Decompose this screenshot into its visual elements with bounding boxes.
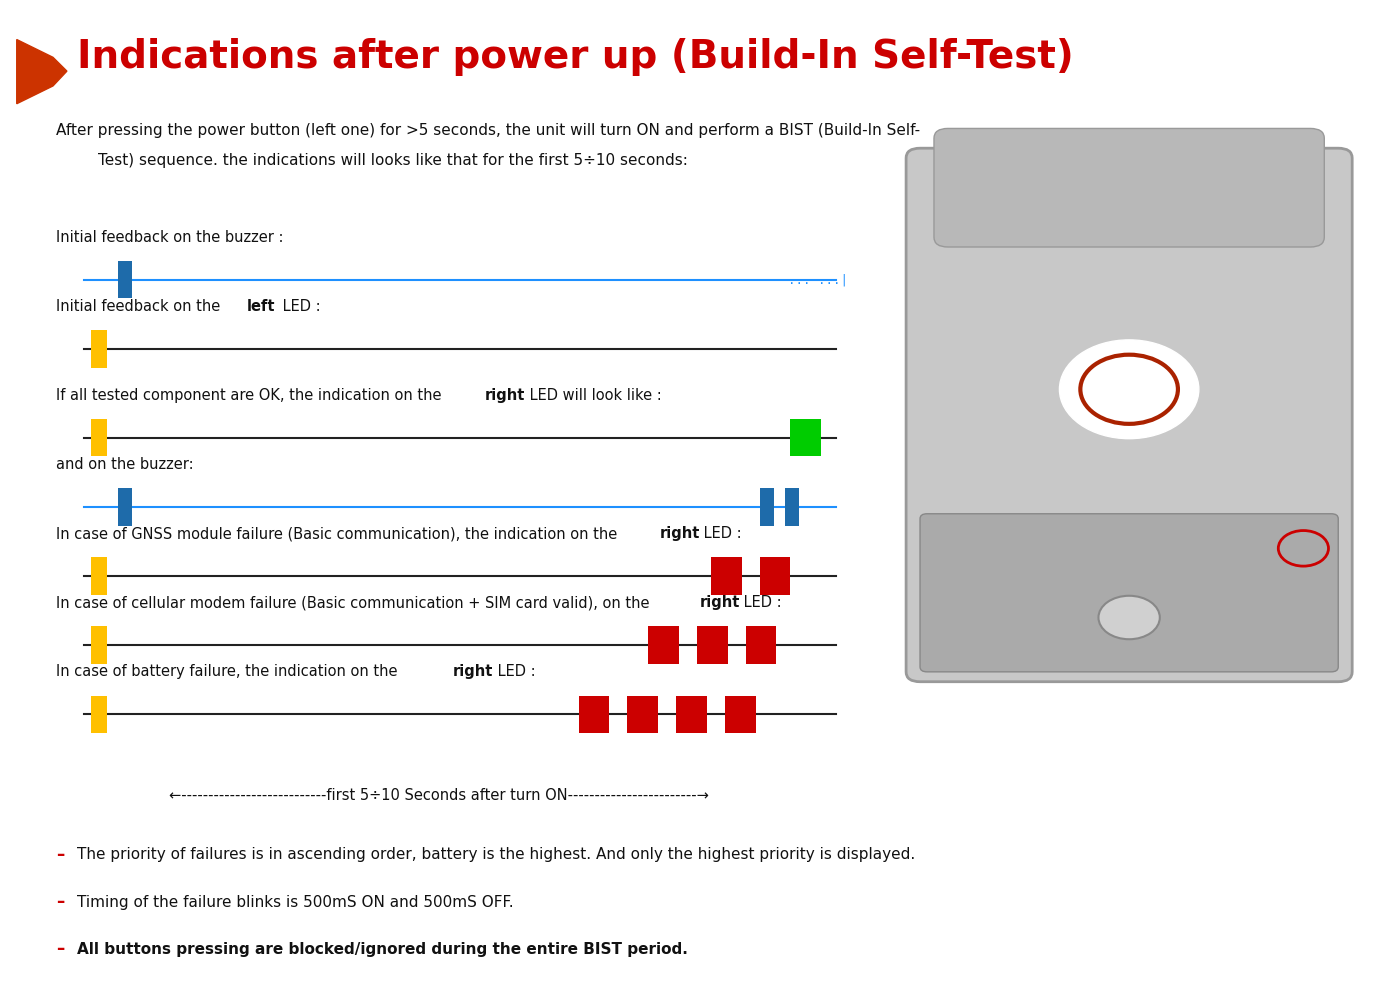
FancyBboxPatch shape	[118, 261, 132, 298]
FancyBboxPatch shape	[934, 128, 1324, 247]
Text: LED :: LED :	[279, 298, 321, 314]
Text: In case of cellular modem failure (Basic communication + SIM card valid), on the: In case of cellular modem failure (Basic…	[56, 595, 654, 611]
FancyBboxPatch shape	[760, 488, 774, 526]
Text: ...-...|: ...-...|	[788, 273, 848, 287]
Text: LED :: LED :	[700, 526, 742, 541]
Text: left: left	[247, 298, 275, 314]
FancyBboxPatch shape	[711, 557, 742, 595]
Text: △: △	[958, 637, 966, 647]
Text: –: –	[56, 846, 64, 864]
Text: GPS: GPS	[1296, 526, 1310, 532]
FancyBboxPatch shape	[920, 514, 1338, 672]
Text: After pressing the power button (left one) for >5 seconds, the unit will turn ON: After pressing the power button (left on…	[56, 124, 920, 138]
Text: right: right	[485, 387, 526, 403]
FancyBboxPatch shape	[91, 330, 107, 368]
Text: –: –	[56, 893, 64, 911]
FancyBboxPatch shape	[118, 488, 132, 526]
Text: The priority of failures is in ascending order, battery is the highest. And only: The priority of failures is in ascending…	[77, 847, 914, 863]
Text: Indications after power up (Build-In Self-Test): Indications after power up (Build-In Sel…	[77, 39, 1073, 76]
FancyBboxPatch shape	[760, 557, 790, 595]
Text: CHECK IN: CHECK IN	[1110, 593, 1149, 603]
Text: right: right	[453, 664, 493, 680]
Text: LED will look like :: LED will look like :	[524, 387, 661, 403]
Text: right: right	[700, 595, 740, 611]
Text: In case of GNSS module failure (Basic communication), the indication on the: In case of GNSS module failure (Basic co…	[56, 526, 622, 541]
Text: Timing of the failure blinks is 500mS ON and 500mS OFF.: Timing of the failure blinks is 500mS ON…	[77, 894, 513, 910]
FancyBboxPatch shape	[746, 626, 776, 664]
FancyBboxPatch shape	[725, 696, 756, 733]
Polygon shape	[17, 40, 67, 104]
FancyBboxPatch shape	[91, 626, 107, 664]
Text: LED :: LED :	[493, 664, 535, 680]
Text: ⓒ: ⓒ	[1126, 637, 1132, 647]
FancyBboxPatch shape	[91, 696, 107, 733]
FancyBboxPatch shape	[906, 148, 1352, 682]
FancyBboxPatch shape	[790, 419, 821, 456]
FancyBboxPatch shape	[579, 696, 609, 733]
Text: LED :: LED :	[739, 595, 782, 611]
Text: –: –	[56, 941, 64, 958]
FancyBboxPatch shape	[91, 419, 107, 456]
Text: In case of battery failure, the indication on the: In case of battery failure, the indicati…	[56, 664, 401, 680]
Text: Test) sequence. the indications will looks like that for the first 5÷10 seconds:: Test) sequence. the indications will loo…	[98, 153, 687, 168]
Text: right: right	[659, 526, 700, 541]
FancyBboxPatch shape	[627, 696, 658, 733]
Text: All buttons pressing are blocked/ignored during the entire BIST period.: All buttons pressing are blocked/ignored…	[77, 942, 687, 957]
Circle shape	[1098, 596, 1160, 639]
FancyBboxPatch shape	[697, 626, 728, 664]
Text: ←---------------------------first 5÷10 Seconds after turn ON--------------------: ←---------------------------first 5÷10 S…	[169, 787, 710, 803]
FancyBboxPatch shape	[91, 557, 107, 595]
Text: Initial feedback on the buzzer :: Initial feedback on the buzzer :	[56, 229, 283, 245]
Text: Cellocator Division
Pointer Telocation Ltd.: Cellocator Division Pointer Telocation L…	[1086, 466, 1172, 486]
FancyBboxPatch shape	[648, 626, 679, 664]
Text: Initial feedback on the: Initial feedback on the	[56, 298, 224, 314]
FancyBboxPatch shape	[785, 488, 799, 526]
Text: ⬡: ⬡	[1041, 637, 1050, 647]
FancyBboxPatch shape	[676, 696, 707, 733]
Text: If all tested component are OK, the indication on the: If all tested component are OK, the indi…	[56, 387, 446, 403]
Text: and on the buzzer:: and on the buzzer:	[56, 456, 194, 472]
Circle shape	[1059, 340, 1199, 439]
